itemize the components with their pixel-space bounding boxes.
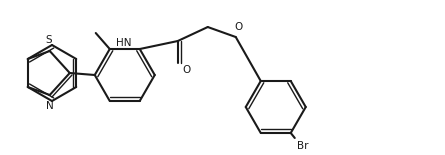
Text: O: O xyxy=(235,22,243,32)
Text: S: S xyxy=(45,35,52,45)
Text: Br: Br xyxy=(297,141,308,151)
Text: HN: HN xyxy=(116,38,132,48)
Text: N: N xyxy=(46,101,54,111)
Text: O: O xyxy=(183,65,191,75)
